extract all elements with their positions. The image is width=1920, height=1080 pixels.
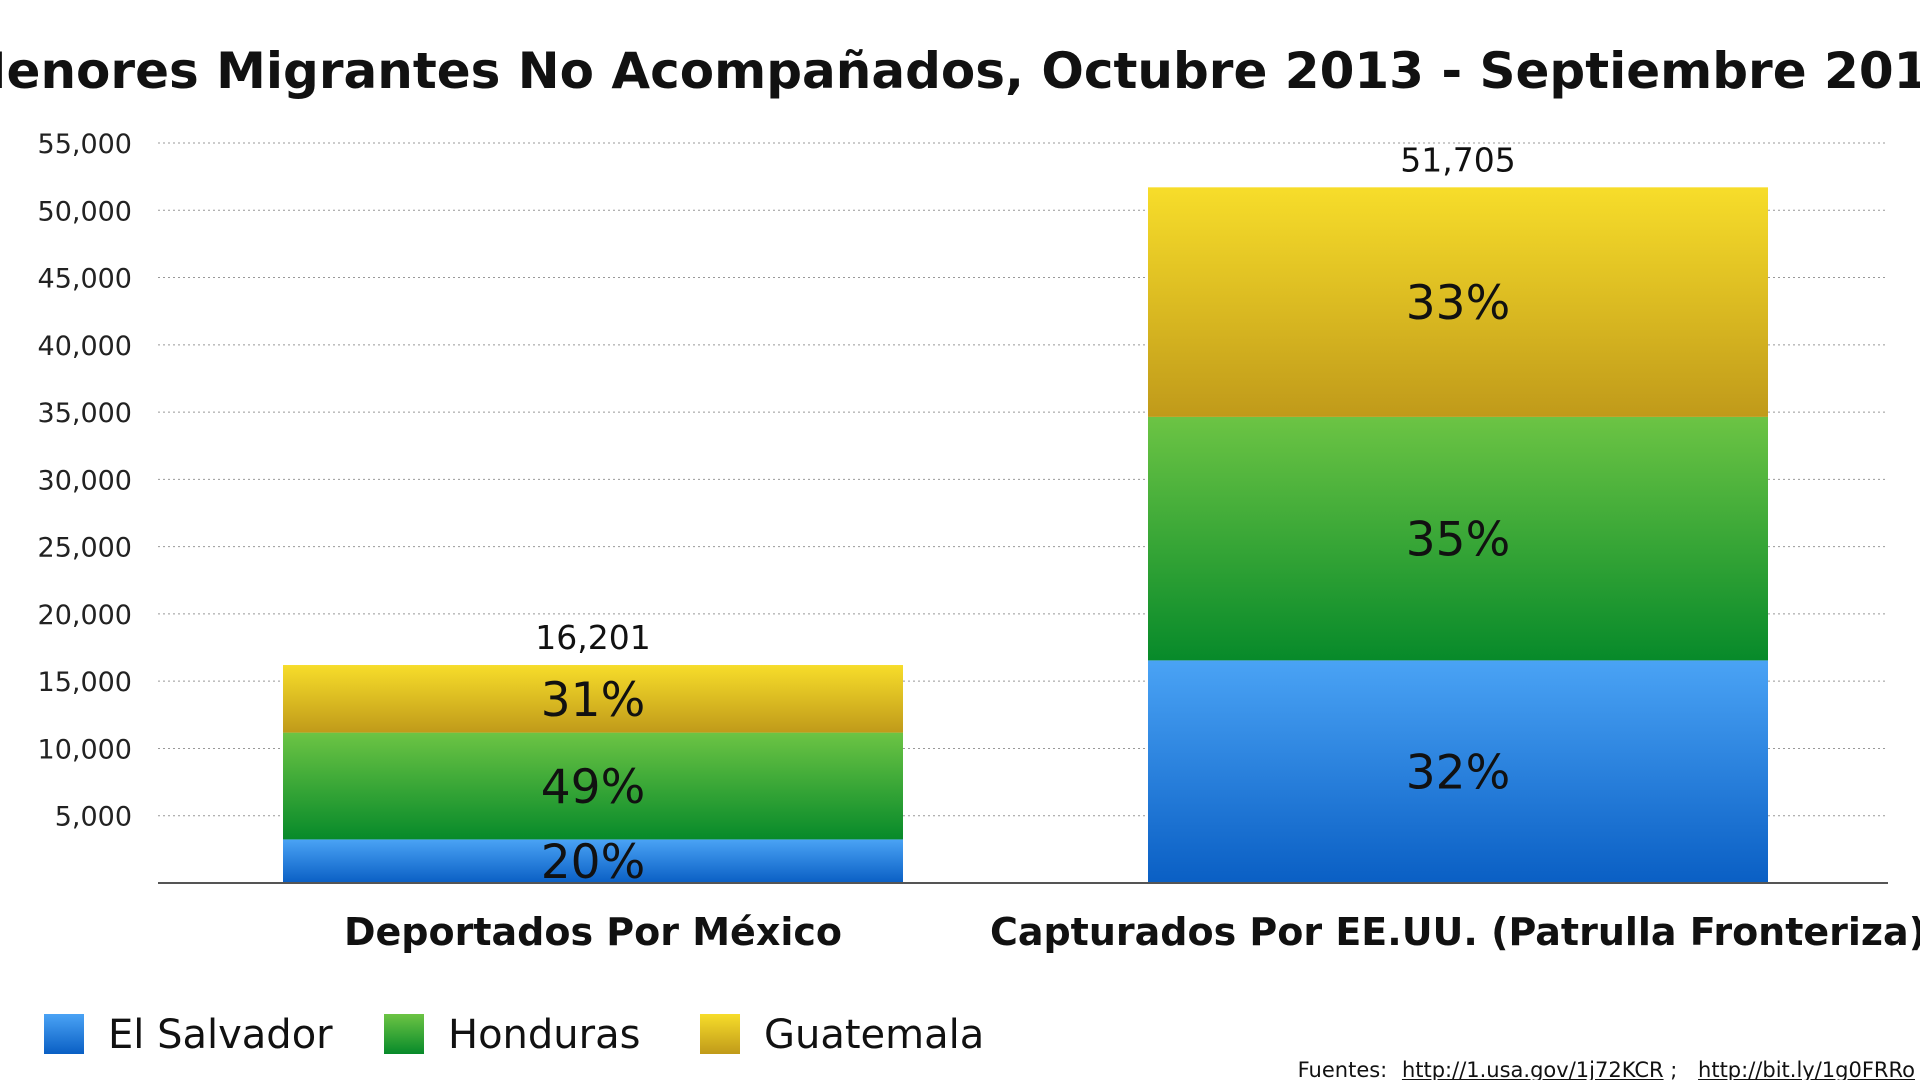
bars: 20% 49% 31% 16,201 32% 35% 33% 51,705 — [283, 140, 1768, 890]
legend-swatch-guatemala — [700, 1014, 740, 1054]
legend-label: Honduras — [448, 1012, 640, 1058]
y-tick-label: 20,000 — [38, 600, 132, 631]
y-tick-label: 55,000 — [38, 129, 132, 160]
y-tick-label: 40,000 — [38, 331, 132, 362]
legend: El Salvador Honduras Guatemala — [44, 1012, 984, 1058]
source-note: Fuentes: http://1.usa.gov/1j72KCR ; http… — [1298, 1058, 1915, 1080]
y-tick-label: 25,000 — [38, 533, 132, 564]
source-prefix: Fuentes: — [1298, 1058, 1388, 1080]
legend-label: El Salvador — [108, 1012, 333, 1058]
y-tick-label: 15,000 — [38, 667, 132, 698]
y-tick-label: 30,000 — [38, 465, 132, 496]
segment-percent-label: 49% — [541, 760, 645, 815]
bar-segment-el-salvador-2 — [1148, 660, 1768, 883]
y-axis-ticks: 5,000 10,000 15,000 20,000 25,000 30,000 35,00… — [38, 129, 132, 833]
chart-title: Menores Migrantes No Acompañados, Octubr… — [0, 42, 1920, 100]
bar-segment-honduras-1 — [283, 732, 903, 840]
segment-percent-label: 20% — [541, 835, 645, 890]
y-tick-label: 50,000 — [38, 196, 132, 227]
y-tick-label: 45,000 — [38, 264, 132, 295]
category-label: Deportados Por México — [344, 910, 842, 954]
source-link-1[interactable]: http://1.usa.gov/1j72KCR — [1402, 1058, 1664, 1080]
bar-total-label: 16,201 — [535, 618, 650, 657]
segment-percent-label: 31% — [541, 673, 645, 728]
bar-segment-guatemala-2 — [1148, 187, 1768, 417]
bar-total-label: 51,705 — [1400, 140, 1515, 179]
legend-swatch-el-salvador — [44, 1014, 84, 1054]
bar-segment-guatemala-1 — [283, 665, 903, 733]
segment-percent-label: 35% — [1406, 513, 1510, 568]
segment-percent-label: 32% — [1406, 746, 1510, 801]
bar-segment-el-salvador-1 — [283, 839, 903, 883]
bar-segment-honduras-2 — [1148, 416, 1768, 661]
y-tick-label: 35,000 — [38, 398, 132, 429]
source-separator: ; — [1670, 1058, 1677, 1080]
y-tick-label: 5,000 — [55, 802, 132, 833]
category-label: Capturados Por EE.UU. (Patrulla Fronteri… — [990, 910, 1920, 954]
segment-percent-label: 33% — [1406, 276, 1510, 331]
y-tick-label: 10,000 — [38, 734, 132, 765]
legend-label: Guatemala — [764, 1012, 984, 1058]
legend-swatch-honduras — [384, 1014, 424, 1054]
source-link-2[interactable]: http://bit.ly/1g0FRRo — [1698, 1058, 1915, 1080]
x-axis-categories: Deportados Por México Capturados Por EE.U… — [344, 910, 1920, 954]
